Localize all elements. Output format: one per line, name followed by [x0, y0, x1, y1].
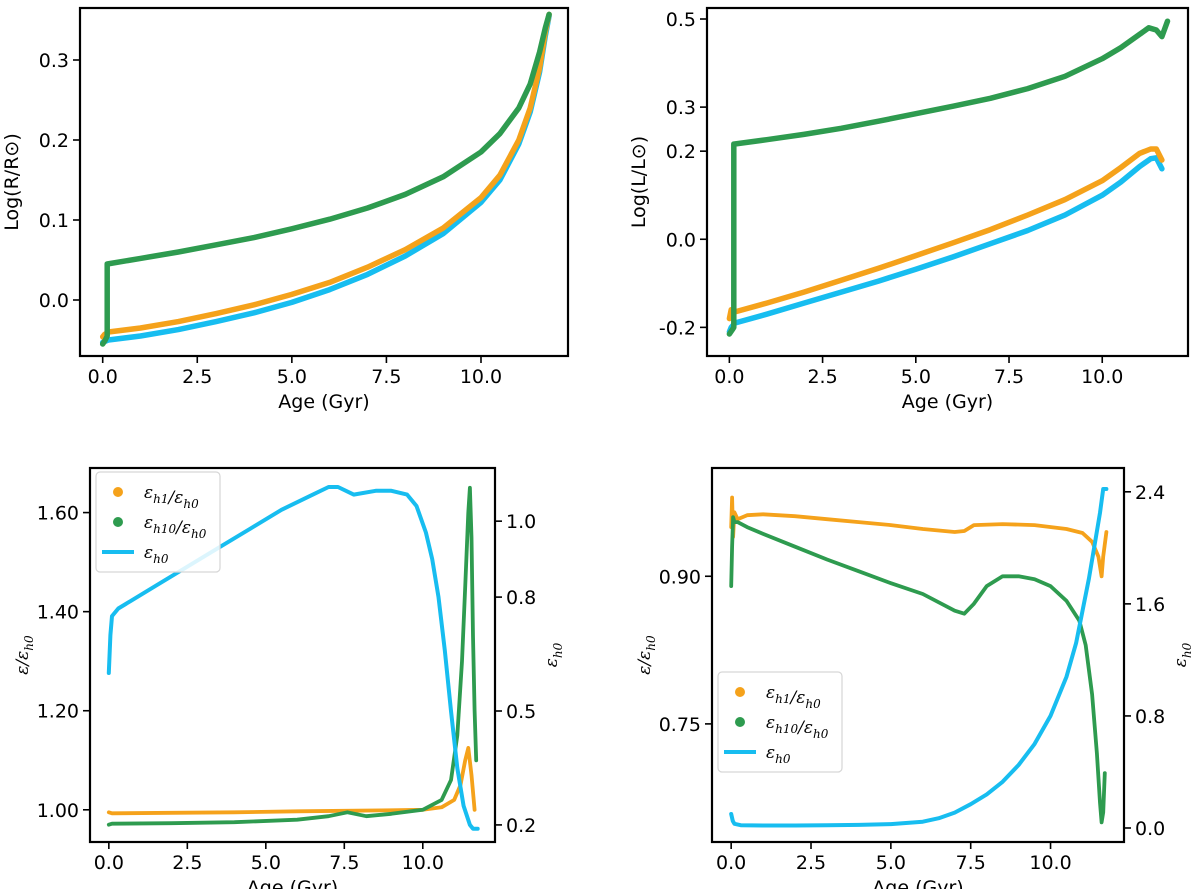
y-tick-label: 0.5	[666, 9, 696, 31]
y2-tick-label: 0.8	[506, 587, 536, 609]
x-tick-label: 2.5	[796, 852, 826, 874]
x-tick-label: 7.5	[956, 852, 986, 874]
x-tick-label: 10.0	[460, 366, 502, 388]
x-axis-label: Age (Gyr)	[872, 877, 963, 889]
legend-label: εh0	[144, 543, 169, 566]
y2-tick-label: 0.0	[1135, 818, 1165, 840]
chart-luminosity: 0.0 2.5 5.0 7.5 10.0 -0.2 0.0 0.2 0.3 0.5 Age (Gyr…	[628, 6, 1190, 413]
x-tick-label: 10.0	[402, 852, 444, 874]
series-orange-line	[99, 11, 552, 340]
x-axis-label: Age (Gyr)	[247, 877, 338, 889]
x-tick-label: 0.0	[714, 366, 744, 388]
x-tick-label: 7.5	[371, 366, 401, 388]
y2-tick-label: 1.0	[506, 511, 536, 533]
x-tick-label: 5.0	[251, 852, 281, 874]
y-tick-label: 0.1	[39, 210, 69, 232]
series-blue-line	[729, 487, 1109, 828]
x-tick-label: 0.0	[88, 366, 118, 388]
y-tick-label: 0.0	[39, 290, 69, 312]
legend-box	[95, 471, 221, 573]
y-tick-label: 0.75	[659, 714, 701, 736]
plot-frame	[710, 466, 1126, 844]
x-tick-label: 7.5	[329, 852, 359, 874]
legend-label: εh1/εh0	[766, 683, 821, 711]
y-axis-label: Log(L/L⊙)	[628, 136, 650, 228]
legend-label: εh1/εh0	[144, 483, 199, 511]
y-tick-label: 1.40	[37, 602, 79, 624]
x-tick-label: 5.0	[901, 366, 931, 388]
y-tick-label: 1.20	[37, 701, 79, 723]
series-green-line	[726, 18, 1171, 337]
series-orange-line	[726, 146, 1165, 322]
y-tick-label: 0.3	[666, 97, 696, 119]
y-axis-label: ε/εh0	[635, 635, 658, 675]
chart-ratio_mid: 0.0 2.5 5.0 7.5 10.0 1.00 1.20 1.40 1.60 0.2 0.5 0.…	[13, 466, 565, 889]
series-green-line	[99, 11, 552, 347]
x-axis-label: Age (Gyr)	[278, 391, 369, 413]
x-tick-label: 2.5	[172, 852, 202, 874]
x-axis-label: Age (Gyr)	[902, 391, 993, 413]
series-green-line	[106, 485, 479, 827]
y-tick-label: 0.3	[39, 50, 69, 72]
x-tick-label: 5.0	[277, 366, 307, 388]
y-tick-label: 0.0	[666, 229, 696, 251]
legend-label: εh10/εh0	[766, 713, 829, 741]
chart-ratio_center: 0.0 2.5 5.0 7.5 10.0 0.75 0.90 0.0 0.8 1.6 2.4 Age …	[635, 466, 1194, 889]
y-tick-label: 1.00	[37, 800, 79, 822]
y2-tick-label: 0.8	[1135, 706, 1165, 728]
series-blue-line	[106, 485, 480, 831]
chart-radius: 0.0 2.5 5.0 7.5 10.0 0.0 0.1 0.2 0.3 Age (Gyr) Log…	[1, 6, 570, 413]
y-axis-label: ε/εh0	[13, 635, 36, 675]
x-tick-label: 5.0	[876, 852, 906, 874]
legend-label: εh10/εh0	[144, 513, 207, 541]
y-tick-label: 0.90	[659, 566, 701, 588]
y-axis-label: Log(R/R⊙)	[1, 133, 23, 231]
y-tick-label: -0.2	[659, 317, 696, 339]
series-green-line	[729, 515, 1107, 825]
y-tick-label: 1.60	[37, 503, 79, 525]
legend-marker-dot	[735, 687, 745, 697]
x-tick-label: 2.5	[182, 366, 212, 388]
series-orange-line	[106, 746, 477, 816]
plot-frame	[705, 6, 1190, 358]
x-tick-label: 0.0	[716, 852, 746, 874]
y2-tick-label: 0.5	[506, 701, 536, 723]
y-tick-label: 0.2	[39, 130, 69, 152]
y-tick-label: 0.2	[666, 141, 696, 163]
plot-frame	[88, 466, 497, 844]
legend-label: εh0	[766, 743, 791, 766]
legend-box	[717, 671, 843, 773]
y2-tick-label: 1.6	[1135, 594, 1165, 616]
x-tick-label: 10.0	[1081, 366, 1123, 388]
y2-axis-label: εh0	[542, 642, 565, 667]
legend-marker-dot	[735, 717, 745, 727]
plot-frame	[78, 6, 570, 358]
series-blue-line	[99, 13, 552, 346]
x-tick-label: 2.5	[807, 366, 837, 388]
x-tick-label: 10.0	[1029, 852, 1071, 874]
y2-tick-label: 2.4	[1135, 482, 1165, 504]
series-orange-line	[729, 495, 1109, 579]
y2-tick-label: 0.2	[506, 815, 536, 837]
x-tick-label: 7.5	[994, 366, 1024, 388]
x-tick-label: 0.0	[94, 852, 124, 874]
legend-marker-dot	[113, 487, 123, 497]
series-blue-line	[726, 155, 1165, 335]
y2-axis-label: εh0	[1171, 642, 1194, 667]
legend-marker-dot	[113, 517, 123, 527]
